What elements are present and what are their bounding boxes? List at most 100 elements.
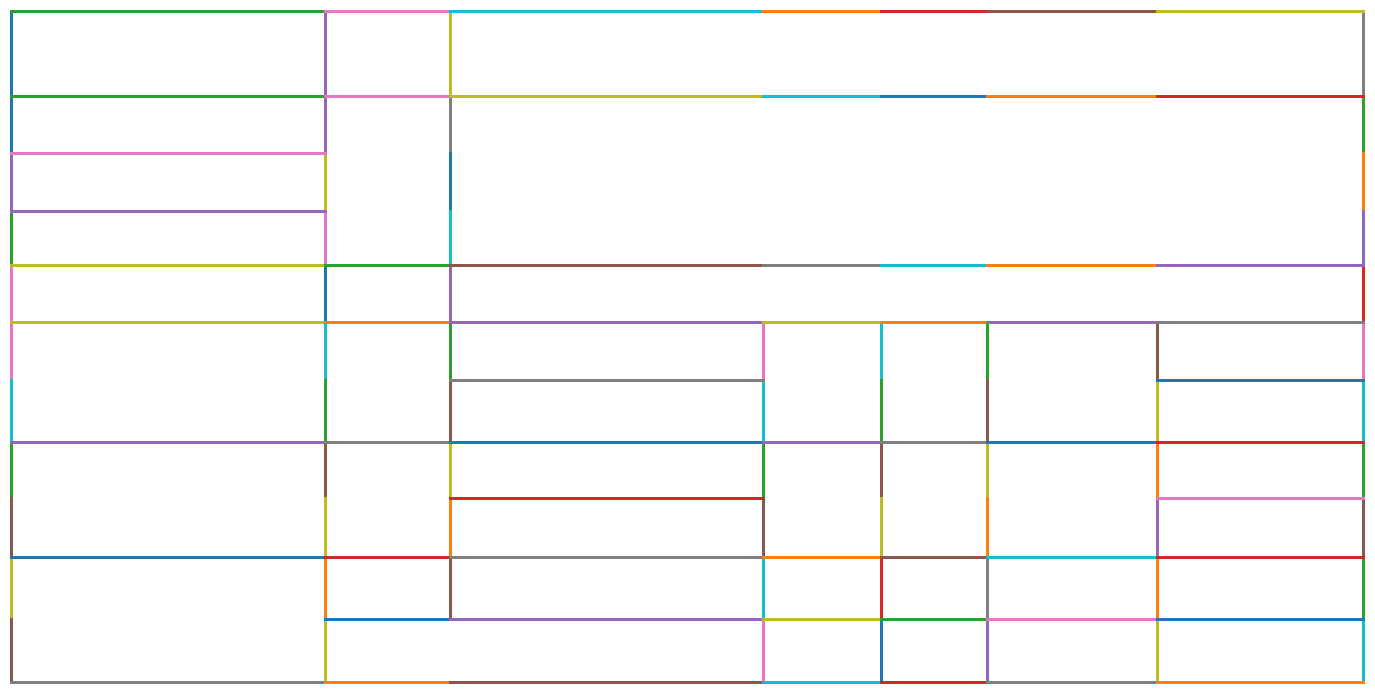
v-line-segment xyxy=(10,210,13,267)
h-line-segment xyxy=(449,379,765,382)
v-line-segment xyxy=(10,152,13,213)
v-line-segment xyxy=(1362,497,1365,559)
v-line-segment xyxy=(10,556,13,621)
h-line-segment xyxy=(986,556,1159,559)
v-line-segment xyxy=(1156,441,1159,500)
h-line-segment xyxy=(880,618,989,621)
h-line-segment xyxy=(762,618,883,621)
v-line-segment xyxy=(449,10,452,98)
h-line-segment xyxy=(10,321,327,324)
v-line-segment xyxy=(1156,379,1159,444)
h-line-segment xyxy=(10,441,327,444)
h-line-segment xyxy=(449,681,765,684)
v-line-segment xyxy=(1362,618,1365,684)
h-line-segment xyxy=(986,681,1159,684)
h-line-segment xyxy=(1156,264,1365,267)
v-line-segment xyxy=(324,379,327,444)
h-line-segment xyxy=(1156,95,1365,98)
h-line-segment xyxy=(449,497,765,500)
v-line-segment xyxy=(324,497,327,559)
h-line-segment xyxy=(986,10,1159,13)
v-line-segment xyxy=(449,379,452,444)
h-line-segment xyxy=(880,10,989,13)
h-line-segment xyxy=(10,264,327,267)
h-line-segment xyxy=(986,618,1159,621)
v-line-segment xyxy=(1362,10,1365,98)
h-line-segment xyxy=(324,264,452,267)
v-line-segment xyxy=(449,556,452,621)
v-line-segment xyxy=(324,210,327,267)
h-line-segment xyxy=(449,321,765,324)
v-line-segment xyxy=(10,497,13,559)
h-line-segment xyxy=(762,264,883,267)
v-line-segment xyxy=(880,618,883,684)
h-line-segment xyxy=(880,95,989,98)
h-line-segment xyxy=(986,441,1159,444)
h-line-segment xyxy=(449,95,765,98)
h-line-segment xyxy=(10,152,327,155)
v-line-segment xyxy=(324,95,327,155)
h-line-segment xyxy=(986,264,1159,267)
v-line-segment xyxy=(324,152,327,213)
h-line-segment xyxy=(762,441,883,444)
h-line-segment xyxy=(880,441,989,444)
v-line-segment xyxy=(880,556,883,621)
v-line-segment xyxy=(986,618,989,684)
h-line-segment xyxy=(449,264,765,267)
v-line-segment xyxy=(10,379,13,444)
h-line-segment xyxy=(1156,321,1365,324)
v-line-segment xyxy=(1156,321,1159,382)
v-line-segment xyxy=(986,441,989,500)
v-line-segment xyxy=(10,321,13,382)
h-line-segment xyxy=(1156,497,1365,500)
h-line-segment xyxy=(324,618,452,621)
h-line-segment xyxy=(324,321,452,324)
v-line-segment xyxy=(762,618,765,684)
v-line-segment xyxy=(324,321,327,382)
v-line-segment xyxy=(880,441,883,500)
v-line-segment xyxy=(324,10,327,98)
h-line-segment xyxy=(1156,618,1365,621)
v-line-segment xyxy=(880,497,883,559)
h-line-segment xyxy=(324,441,452,444)
v-line-segment xyxy=(1362,379,1365,444)
h-line-segment xyxy=(1156,681,1365,684)
h-line-segment xyxy=(10,95,327,98)
h-line-segment xyxy=(10,556,327,559)
v-line-segment xyxy=(10,264,13,324)
h-line-segment xyxy=(324,95,452,98)
h-line-segment xyxy=(449,556,765,559)
v-line-segment xyxy=(324,264,327,324)
v-line-segment xyxy=(1362,321,1365,382)
h-line-segment xyxy=(986,321,1159,324)
v-line-segment xyxy=(880,379,883,444)
v-line-segment xyxy=(1156,497,1159,559)
h-line-segment xyxy=(762,681,883,684)
h-line-segment xyxy=(986,95,1159,98)
h-line-segment xyxy=(449,618,765,621)
v-line-segment xyxy=(1362,441,1365,500)
h-line-segment xyxy=(762,10,883,13)
v-line-segment xyxy=(1362,264,1365,324)
h-line-segment xyxy=(1156,556,1365,559)
v-line-segment xyxy=(1362,95,1365,155)
h-line-segment xyxy=(324,556,452,559)
h-line-segment xyxy=(762,321,883,324)
v-line-segment xyxy=(762,497,765,559)
v-line-segment xyxy=(10,618,13,684)
h-line-segment xyxy=(324,10,452,13)
h-line-segment xyxy=(762,95,883,98)
v-line-segment xyxy=(10,95,13,155)
v-line-segment xyxy=(324,556,327,621)
h-line-segment xyxy=(449,441,765,444)
v-line-segment xyxy=(1362,210,1365,267)
h-line-segment xyxy=(449,10,765,13)
v-line-segment xyxy=(762,441,765,500)
h-line-segment xyxy=(10,10,327,13)
v-line-segment xyxy=(449,210,452,267)
v-line-segment xyxy=(986,497,989,559)
h-line-segment xyxy=(10,210,327,213)
v-line-segment xyxy=(986,379,989,444)
v-line-segment xyxy=(1156,618,1159,684)
h-line-segment xyxy=(880,321,989,324)
